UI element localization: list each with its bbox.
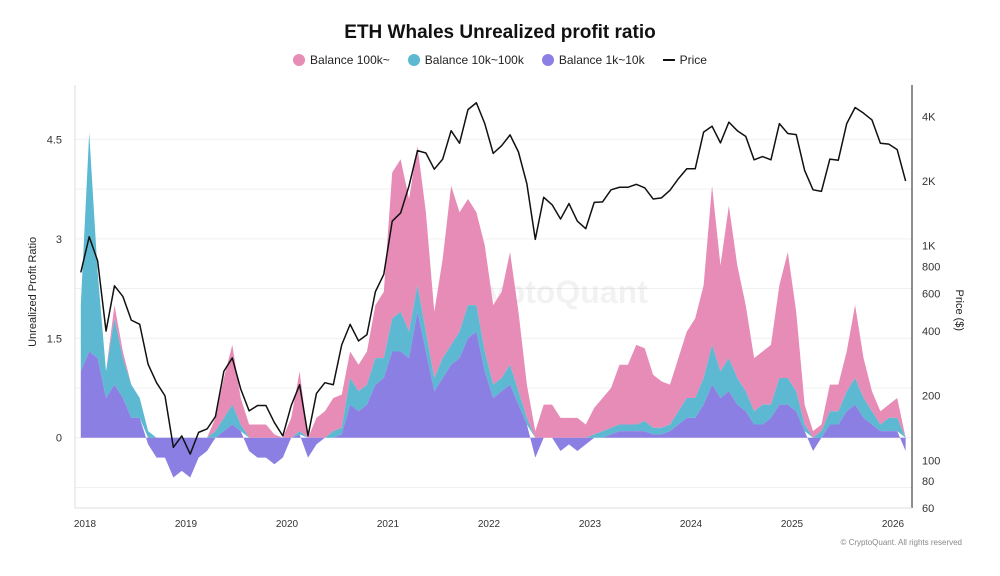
x-tick-label: 2025 (781, 519, 804, 530)
legend-dot-icon (541, 54, 554, 66)
chart-title: ETH Whales Unrealized profit ratio (344, 22, 656, 43)
y2-tick-label: 800 (922, 261, 940, 273)
legend: Balance 100k~ Balance 10k~100k Balance 1… (0, 53, 1000, 67)
y2-tick-label: 2K (922, 176, 936, 188)
x-tick-label: 2018 (74, 519, 97, 530)
legend-item-b1k[interactable]: Balance 1k~10k (541, 53, 645, 67)
y2-tick-label: 200 (922, 391, 940, 403)
y-tick-label: 1.5 (47, 333, 62, 345)
y2-tick-label: 4K (922, 111, 936, 123)
x-tick-label: 2020 (276, 519, 299, 530)
area-balance-1k-10k (80, 311, 906, 478)
y2-tick-label: 1K (922, 241, 936, 253)
legend-label: Balance 100k~ (310, 53, 390, 67)
y-tick-label: 0 (56, 433, 62, 445)
legend-dot-icon (293, 54, 306, 66)
x-tick-label: 2021 (377, 519, 400, 530)
x-tick-label: 2023 (579, 519, 602, 530)
legend-label: Price (679, 53, 707, 67)
legend-item-price[interactable]: Price (662, 53, 707, 67)
y2-tick-label: 400 (922, 326, 940, 338)
y-tick-label: 4.5 (47, 134, 62, 146)
y2-tick-label: 600 (922, 288, 940, 300)
x-tick-label: 2022 (478, 519, 501, 530)
y-axis-label: Unrealized Profit Ratio (27, 237, 39, 347)
area-balance-100k (80, 132, 906, 438)
x-tick-label: 2024 (680, 519, 703, 530)
y2-axis-label: Price ($) (953, 290, 965, 332)
legend-dot-icon (407, 54, 420, 66)
legend-line-icon (662, 59, 675, 61)
legend-item-b100k[interactable]: Balance 100k~ (293, 53, 390, 67)
x-tick-label: 2026 (882, 519, 905, 530)
price-line (80, 101, 907, 455)
y-tick-label: 3 (56, 234, 62, 246)
x-tick-label: 2019 (175, 519, 198, 530)
y2-tick-label: 100 (922, 455, 940, 467)
legend-item-b10k[interactable]: Balance 10k~100k (407, 53, 524, 67)
legend-label: Balance 1k~10k (558, 53, 645, 67)
copyright: © CryptoQuant. All rights reserved (840, 538, 963, 547)
y2-tick-label: 60 (922, 503, 934, 515)
legend-label: Balance 10k~100k (424, 53, 524, 67)
y2-tick-label: 80 (922, 476, 934, 488)
